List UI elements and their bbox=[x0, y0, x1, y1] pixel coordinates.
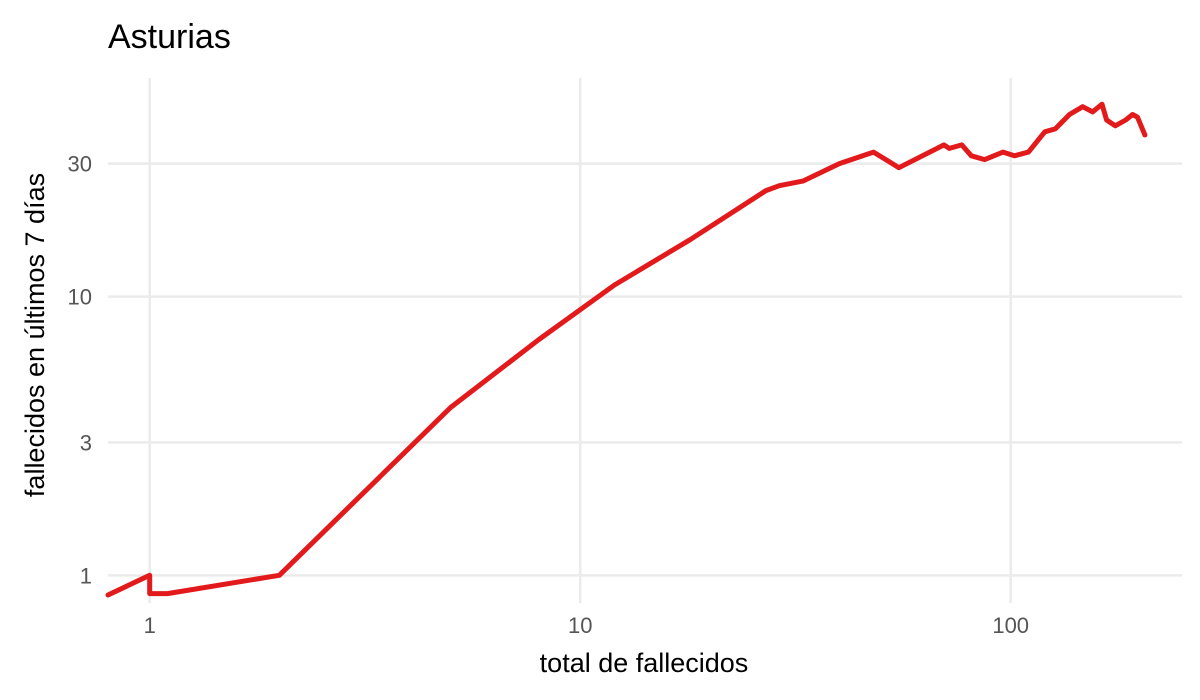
chart-title: Asturias bbox=[108, 18, 231, 56]
y-tick-label: 3 bbox=[80, 430, 92, 455]
tick-labels: 1 3 10 30 1 10 100 bbox=[68, 152, 1030, 638]
series-line bbox=[105, 101, 1148, 598]
series-layer bbox=[105, 101, 1148, 598]
x-tick-label: 1 bbox=[144, 613, 156, 638]
x-axis-title: total de fallecidos bbox=[540, 648, 749, 678]
x-tick-label: 100 bbox=[992, 613, 1029, 638]
y-axis-title: fallecidos en últimos 7 días bbox=[20, 173, 50, 497]
grid-lines bbox=[108, 78, 1182, 603]
y-tick-label: 1 bbox=[80, 563, 92, 588]
y-tick-label: 30 bbox=[68, 152, 92, 177]
y-tick-label: 10 bbox=[68, 285, 92, 310]
x-tick-label: 10 bbox=[568, 613, 592, 638]
